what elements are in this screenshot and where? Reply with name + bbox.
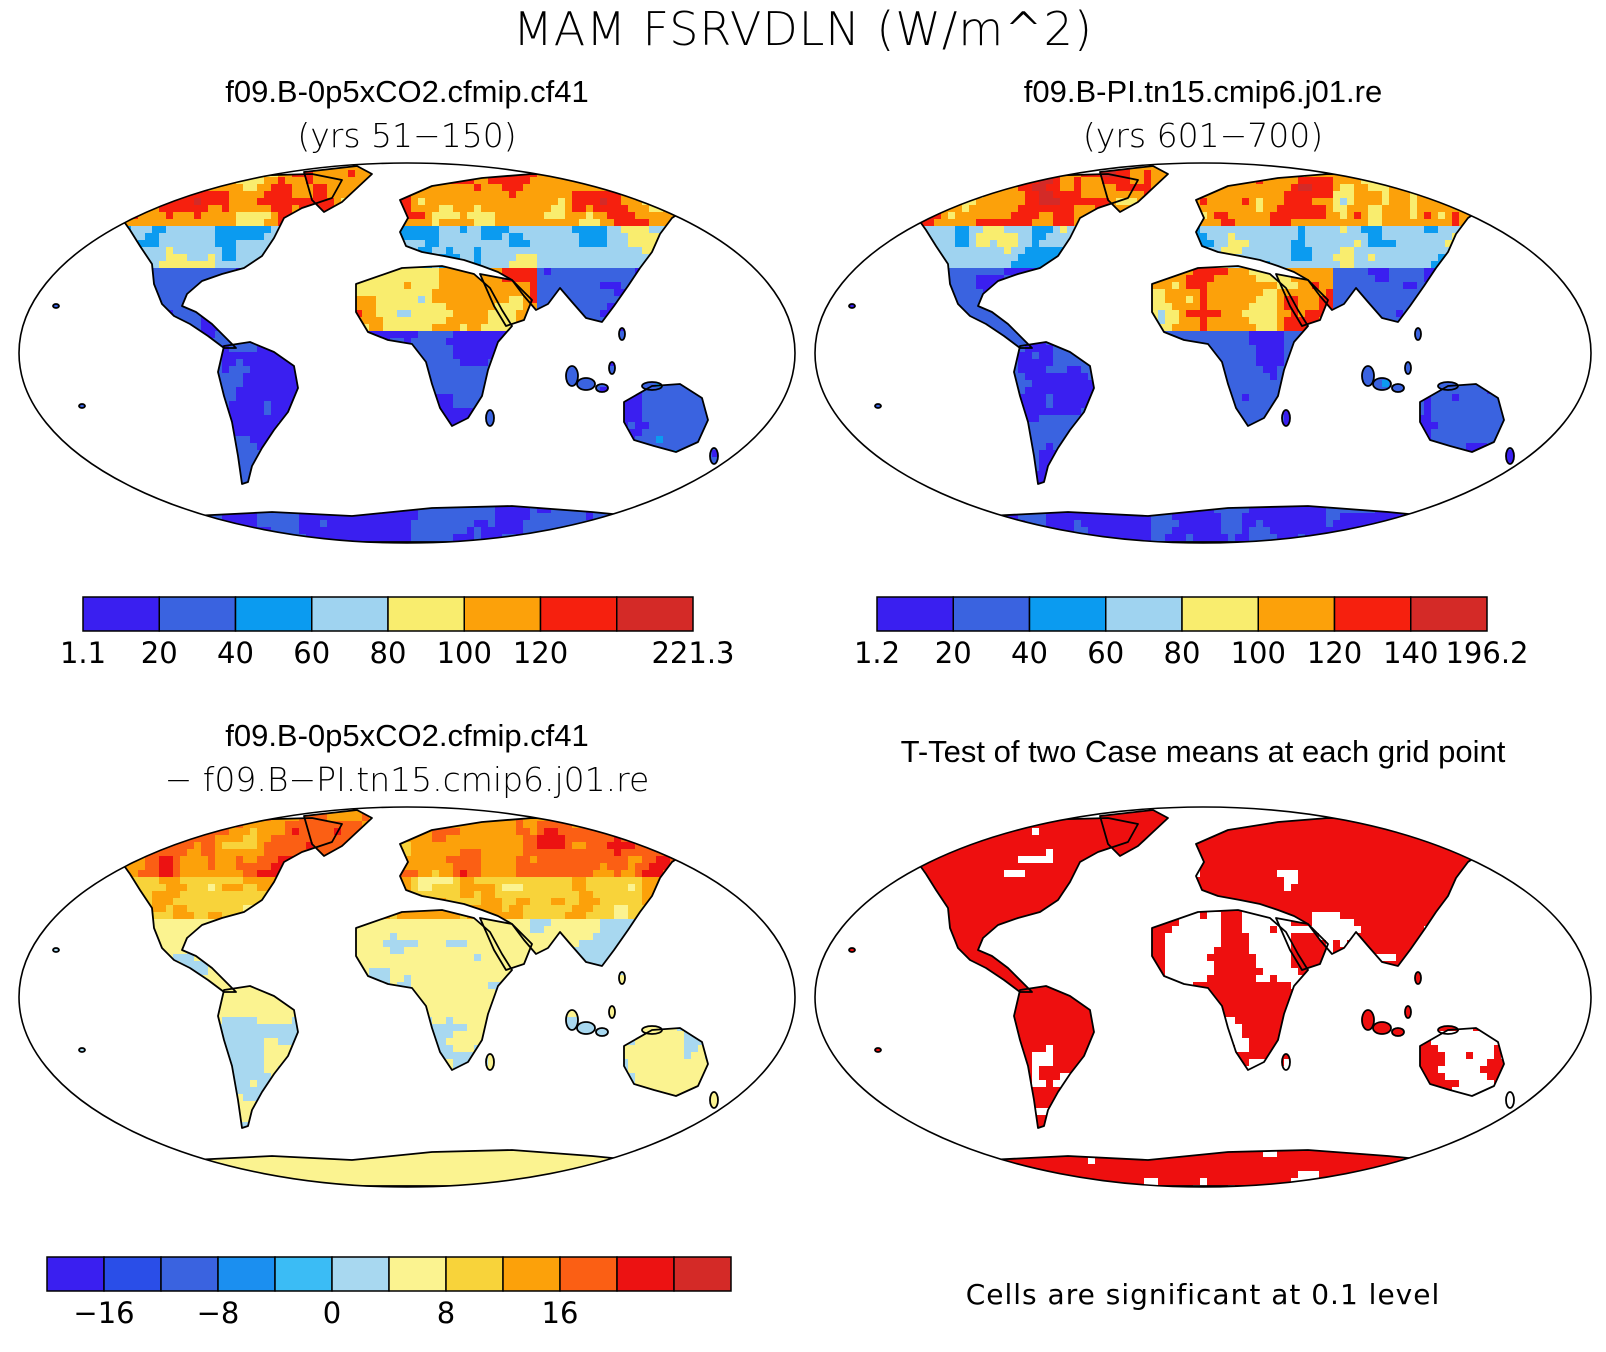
colorbar-swatch (1106, 597, 1182, 631)
panel-title: T-Test of two Case means at each grid po… (808, 734, 1598, 770)
panel-subtitle: (yrs 601−700) (808, 116, 1598, 155)
colorbar-swatch (332, 1257, 389, 1291)
colorbar-swatch (617, 597, 693, 631)
significance-note: Cells are significant at 0.1 level (808, 1278, 1598, 1311)
colorbar-tick-label: 8 (437, 1296, 455, 1330)
colorbar-swatch (674, 1257, 731, 1291)
colorbar-swatch (1182, 597, 1258, 631)
colorbar-swatch (389, 1257, 446, 1291)
colorbar-swatch (503, 1257, 560, 1291)
colorbar-swatch (1335, 597, 1411, 631)
colorbar-swatch (1258, 597, 1334, 631)
colorbar-tick-label: 80 (370, 636, 407, 670)
colorbar-swatch (446, 1257, 503, 1291)
colorbar-swatch (236, 597, 312, 631)
colorbar-swatch (275, 1257, 332, 1291)
colorbar-swatch (161, 1257, 218, 1291)
world-map (808, 156, 1598, 551)
panel-title: f09.B-PI.tn15.cmip6.j01.re (808, 74, 1598, 110)
colorbar-swatch (877, 597, 953, 631)
colorbar-swatch (953, 597, 1029, 631)
colorbar-swatch (617, 1257, 674, 1291)
panel-title: f09.B-0p5xCO2.cfmip.cf41 (12, 74, 802, 110)
colorbar-swatch (312, 597, 388, 631)
panel-ttest: T-Test of two Case means at each grid po… (808, 712, 1598, 1352)
colorbar-tick-label: 16 (542, 1296, 579, 1330)
colorbar-swatch (47, 1257, 104, 1291)
page-title: MAM FSRVDLN (W/m^2) (0, 2, 1606, 56)
colorbar-tick-label: 100 (437, 636, 492, 670)
colorbar-tick-label: 140 (1383, 636, 1438, 670)
colorbar-swatch (560, 1257, 617, 1291)
colorbar-tick-label: 60 (293, 636, 330, 670)
colorbar-swatch (541, 597, 617, 631)
panel-subtitle: (yrs 51−150) (12, 116, 802, 155)
colorbar-tick-label: 1.1 (60, 636, 106, 670)
colorbar-swatch (464, 597, 540, 631)
colorbar-tick-label: −8 (197, 1296, 240, 1330)
colorbar-tick-label: 20 (935, 636, 972, 670)
world-map (12, 156, 802, 551)
colorbar-tick-label: 40 (217, 636, 254, 670)
colorbar-tick-label: −16 (73, 1296, 134, 1330)
colorbar-tick-label: 120 (1307, 636, 1362, 670)
colorbar-tick-label: 1.2 (854, 636, 900, 670)
panel-reference-case: f09.B-PI.tn15.cmip6.j01.re (yrs 601−700)… (808, 68, 1598, 708)
colorbar-tick-label: 60 (1087, 636, 1124, 670)
colorbar-tick-label: 120 (513, 636, 568, 670)
colorbar-tick-label: 100 (1231, 636, 1286, 670)
colorbar-swatch (218, 1257, 275, 1291)
panel-subtitle: − f09.B−PI.tn15.cmip6.j01.re (12, 760, 802, 799)
colorbar-tick-label: 0 (323, 1296, 341, 1330)
world-map (808, 800, 1598, 1195)
colorbar (46, 1256, 732, 1292)
colorbar-tick-label: 20 (141, 636, 178, 670)
colorbar-labels: −16 −8 0 8 16 (46, 1296, 732, 1336)
colorbar-tick-label: 80 (1164, 636, 1201, 670)
colorbar-tick-label: 196.2 (1445, 636, 1528, 670)
panel-control-case: f09.B-0p5xCO2.cfmip.cf41 (yrs 51−150) 1.… (12, 68, 802, 708)
colorbar-tick-label: 221.3 (651, 636, 734, 670)
world-map (12, 800, 802, 1195)
colorbar-swatch (83, 597, 159, 631)
colorbar-swatch (159, 597, 235, 631)
colorbar-swatch (104, 1257, 161, 1291)
colorbar-swatch (1411, 597, 1487, 631)
colorbar (876, 596, 1488, 632)
colorbar-swatch (1030, 597, 1106, 631)
colorbar-tick-label: 40 (1011, 636, 1048, 670)
colorbar-swatch (388, 597, 464, 631)
panel-title: f09.B-0p5xCO2.cfmip.cf41 (12, 718, 802, 754)
panel-difference: f09.B-0p5xCO2.cfmip.cf41 − f09.B−PI.tn15… (12, 712, 802, 1352)
colorbar (82, 596, 694, 632)
